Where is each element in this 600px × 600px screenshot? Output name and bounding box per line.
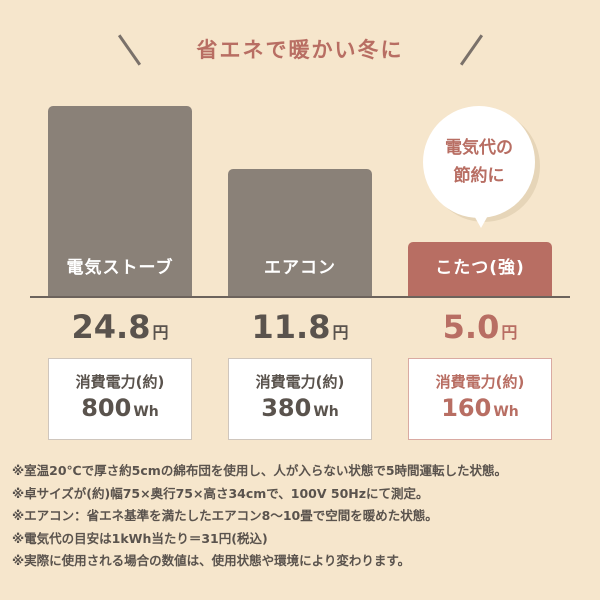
power-label: 消費電力(約) (435, 373, 525, 391)
chart-title: 省エネで暖かい冬に (196, 38, 404, 62)
power-value: 160 (441, 394, 492, 422)
bar: こたつ(強) (408, 242, 552, 296)
bar: エアコン (228, 169, 372, 296)
power-unit: Wh (493, 404, 519, 420)
value-label: 11.8 円 (228, 308, 372, 346)
note: ※電気代の目安は1kWh当たり＝31円(税込) (12, 530, 268, 546)
power-card: 消費電力(約) 380 Wh (228, 358, 372, 440)
power-unit: Wh (313, 404, 339, 420)
baseline (30, 296, 570, 298)
value-unit: 円 (501, 323, 518, 342)
bubble-line-2: 節約に (453, 166, 505, 186)
value-number: 5.0 (442, 308, 500, 346)
power-unit: Wh (133, 404, 159, 420)
note: ※室温20℃で厚さ約5cmの綿布団を使用し、人が入らない状態で5時間運転した状態… (12, 463, 508, 478)
value-number: 11.8 (251, 308, 331, 346)
power-value: 800 (81, 394, 132, 422)
bar: 電気ストーブ (48, 106, 192, 296)
power-label: 消費電力(約) (75, 373, 165, 391)
bubble-tail (472, 212, 490, 228)
bubble-line-1: 電気代の (445, 138, 513, 158)
note: ※卓サイズが(約)幅75×奥行75×高さ34cmで、100V 50Hzにて測定。 (12, 485, 429, 501)
note: ※エアコン：省エネ基準を満たしたエアコン8〜10畳で空間を暖めた状態。 (12, 508, 438, 523)
footnotes: ※室温20℃で厚さ約5cmの綿布団を使用し、人が入らない状態で5時間運転した状態… (12, 460, 507, 573)
value-number: 24.8 (71, 308, 151, 346)
value-unit: 円 (152, 323, 169, 342)
bar-label: こたつ(強) (435, 258, 525, 278)
power-card: 消費電力(約) 800 Wh (48, 358, 192, 440)
value-label: 5.0 円 (408, 308, 552, 346)
bar-label: エアコン (264, 257, 336, 278)
value-label: 24.8 円 (48, 308, 192, 346)
power-card: 消費電力(約) 160 Wh (408, 358, 552, 440)
note: ※実際に使用される場合の数値は、使用状態や環境により変わります。 (12, 553, 411, 568)
value-unit: 円 (332, 323, 349, 342)
bar-label: 電気ストーブ (66, 258, 174, 278)
speech-bubble: 電気代の 節約に (423, 106, 535, 218)
power-label: 消費電力(約) (255, 373, 345, 391)
power-value: 380 (261, 394, 312, 422)
